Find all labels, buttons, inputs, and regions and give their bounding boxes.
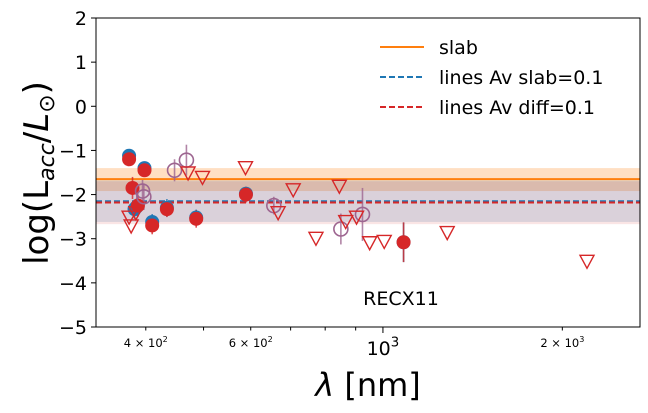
upper-limit-15 <box>578 254 596 270</box>
upper-limit-7 <box>285 183 302 199</box>
data-point-s2-6 <box>354 206 371 223</box>
y-tick-label-7: −5 <box>59 317 87 339</box>
legend-label-0: slab <box>439 37 478 59</box>
upper-limit-5 <box>237 161 254 177</box>
y-tick-label-6: −4 <box>59 273 87 295</box>
x-tick-label-minor-0: 4 × 102 <box>124 335 168 350</box>
upper-limit-10 <box>337 214 354 231</box>
legend-label-1: lines Av slab=0.1 <box>439 67 603 89</box>
model-lines <box>96 178 640 204</box>
y-tick-label-3: −1 <box>59 140 87 162</box>
data-point-s2-1 <box>136 188 152 205</box>
upper-limit-14 <box>439 225 456 242</box>
data-point-s1-7 <box>238 187 253 202</box>
upper-limit-2 <box>127 206 145 222</box>
upper-limit-12 <box>361 236 378 252</box>
upper-limit-3 <box>179 166 197 182</box>
legend-label-2: lines Av diff=0.1 <box>439 97 595 119</box>
x-tick-label-minor-1: 6 × 102 <box>229 335 273 350</box>
data-point-s2-5 <box>333 221 349 237</box>
data-point-s1-4 <box>145 218 160 233</box>
annotation-recx11: RECX11 <box>363 288 439 310</box>
y-tick-label-2: 0 <box>75 96 87 118</box>
data-point-s1-0 <box>122 152 137 167</box>
data-point-s1-6 <box>189 211 204 226</box>
data-markers <box>120 148 596 270</box>
plot-frame <box>95 17 641 328</box>
upper-limit-6 <box>269 206 287 222</box>
y-tick-label-0: 2 <box>75 8 87 30</box>
x-tick-label-major-0: 103 <box>367 335 400 360</box>
y-tick-label-4: −2 <box>59 185 87 207</box>
upper-limit-4 <box>194 170 211 186</box>
x-tick-label-minor-2: 2 × 103 <box>540 335 584 350</box>
upper-limit-0 <box>120 210 138 226</box>
axis-ticks: 2 1 0 −1 −2 −3 −4 −5 103 4 × 102 6 × 102 2 × 103 <box>59 8 584 360</box>
data-point-s1-5 <box>159 202 174 217</box>
upper-limit-9 <box>331 179 348 195</box>
data-point-s1-8 <box>396 235 411 250</box>
y-tick-label-1: 1 <box>75 52 87 74</box>
y-tick-label-5: −3 <box>59 229 87 251</box>
legend: slab lines Av slab=0.1 lines Av diff=0.1 <box>380 37 603 119</box>
upper-limit-1 <box>122 219 140 235</box>
upper-limit-11 <box>348 210 365 226</box>
data-point-s2-2 <box>166 162 183 179</box>
upper-limit-8 <box>307 231 325 247</box>
data-point-s2-0 <box>134 183 151 199</box>
upper-limit-13 <box>376 234 393 250</box>
data-point-s1-3 <box>137 163 152 178</box>
y-axis-label: log(Lacc/L⊙) <box>17 81 60 265</box>
x-axis-label: λ [nm] <box>313 366 421 404</box>
